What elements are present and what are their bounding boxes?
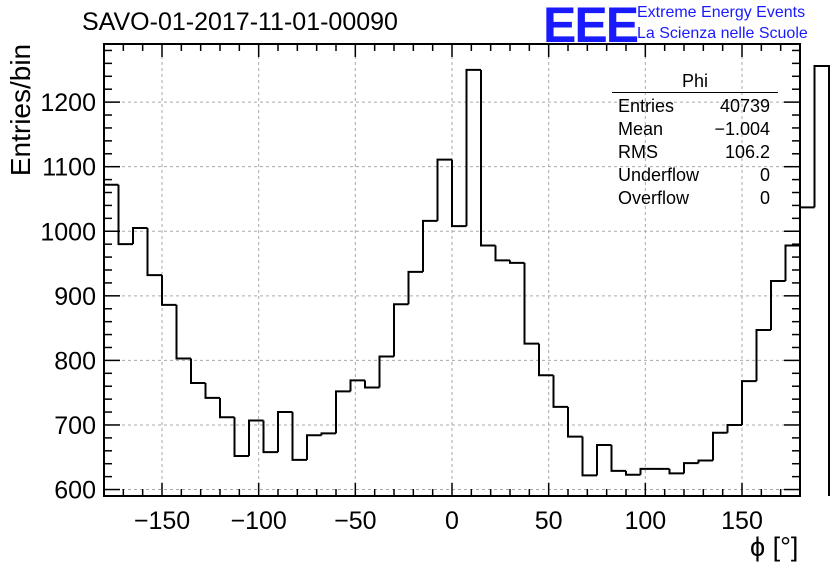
x-tick-label: 0 <box>445 507 459 535</box>
stats-value: 40739 <box>719 96 770 116</box>
histogram-bin <box>132 227 148 245</box>
histogram-bin <box>436 158 452 221</box>
stats-box: Phi Entries 40739 Mean −1.004 RMS 106.2 … <box>612 70 778 210</box>
histogram-bin <box>306 434 322 460</box>
stats-row-entries: Entries 40739 <box>612 95 778 118</box>
histogram-bin <box>161 275 177 306</box>
run-title: SAVO-01-2017-11-01-00090 <box>82 8 398 36</box>
histogram-bin <box>349 379 365 392</box>
x-tick-label: 100 <box>624 507 666 535</box>
eee-logo-line1: Extreme Energy Events <box>637 4 806 21</box>
histogram-bin <box>596 443 612 476</box>
stats-label: Overflow <box>618 188 690 208</box>
eee-logo-line2: La Scienza nelle Scuole <box>637 25 808 42</box>
histogram-bin <box>422 219 438 272</box>
x-tick-label: −100 <box>231 507 287 535</box>
stats-label: Entries <box>618 96 675 116</box>
histogram-bin <box>291 412 307 461</box>
histogram-bin <box>799 206 815 246</box>
histogram-bin <box>364 380 380 389</box>
x-tick-label: 150 <box>721 507 763 535</box>
histogram-bin <box>712 431 728 461</box>
y-tick-label: 700 <box>54 412 96 440</box>
x-tick-label: 50 <box>535 507 563 535</box>
histogram-bin <box>538 343 554 377</box>
y-tick-label: 600 <box>54 477 96 505</box>
stats-value: −1.004 <box>714 119 770 139</box>
x-tick-label: −50 <box>334 507 376 535</box>
histogram-bin <box>741 380 757 425</box>
histogram-bin <box>625 470 641 476</box>
stats-label: RMS <box>618 142 658 162</box>
stats-name: Phi <box>612 70 778 93</box>
stats-value: 0 <box>759 188 770 208</box>
histogram-bin <box>219 397 235 419</box>
histogram-bin <box>190 358 206 384</box>
stats-value: 0 <box>759 165 770 185</box>
tick-labels: −150 −100 −50 0 50 100 150 600 700 800 900 1000 1100… <box>40 89 762 535</box>
histogram-bin <box>523 262 539 345</box>
histogram-bin <box>770 279 786 331</box>
histogram-bin <box>610 444 626 472</box>
histogram-bin <box>494 245 510 262</box>
y-tick-label: 900 <box>54 283 96 311</box>
y-axis-label: Entries/bin <box>5 43 36 177</box>
y-tick-label: 800 <box>54 347 96 375</box>
histogram-bin <box>451 159 467 228</box>
histogram-bin <box>204 383 220 399</box>
stats-row-overflow: Overflow 0 <box>612 187 778 210</box>
histogram-bin <box>683 462 699 474</box>
histogram-bin <box>813 64 830 496</box>
histogram-bin <box>407 270 423 305</box>
y-tick-label: 1200 <box>40 89 96 117</box>
axis-ticks <box>104 44 800 496</box>
histogram-bin <box>465 68 481 227</box>
stats-label: Mean <box>618 119 664 139</box>
histogram-bin <box>277 411 293 453</box>
histogram-bin <box>378 355 394 388</box>
histogram-bin <box>480 69 496 247</box>
y-tick-label: 1100 <box>42 154 96 182</box>
stats-label: Underflow <box>618 165 700 185</box>
y-tick-label: 1000 <box>40 218 96 246</box>
histogram-bin <box>320 432 336 436</box>
histogram-bin <box>581 436 597 477</box>
x-tick-label: −150 <box>134 507 190 535</box>
histogram-bin <box>146 228 162 277</box>
histogram-bin <box>567 406 583 438</box>
stats-value: 106.2 <box>724 142 770 162</box>
histogram-bin <box>639 467 655 475</box>
histogram-bin <box>552 375 568 408</box>
histogram-bin <box>175 304 191 360</box>
x-axis-label: ϕ [°] <box>750 532 799 562</box>
histogram-bin <box>393 303 409 357</box>
stats-row-mean: Mean −1.004 <box>612 118 778 141</box>
histogram-bin <box>117 184 133 246</box>
histogram-bin <box>248 419 264 456</box>
eee-logo: EEE <box>543 0 639 53</box>
histogram-bin <box>509 260 525 264</box>
histogram-bin <box>262 420 278 454</box>
histogram-bin <box>726 423 742 433</box>
stats-row-underflow: Underflow 0 <box>612 164 778 187</box>
histogram-bin <box>784 244 800 281</box>
histogram-bin <box>755 329 771 382</box>
stats-row-rms: RMS 106.2 <box>612 141 778 164</box>
histogram-bin <box>697 459 713 464</box>
histogram-bin <box>668 468 684 475</box>
histogram-bin <box>335 390 351 434</box>
histogram-bin <box>233 417 249 457</box>
